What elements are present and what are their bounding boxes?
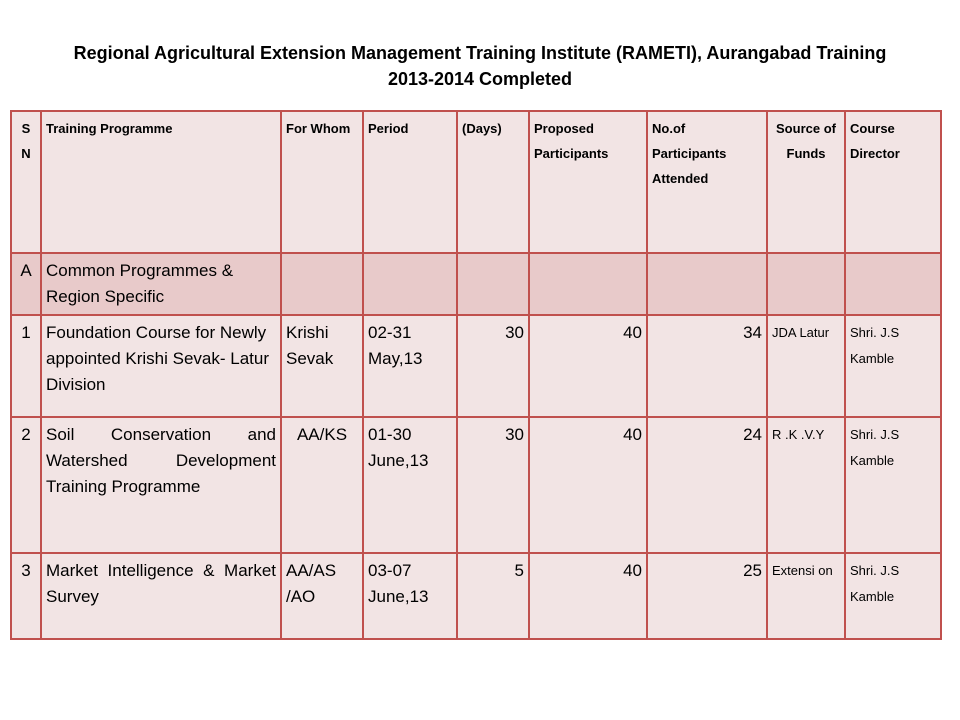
header-days: (Days)	[456, 110, 530, 254]
row-attended: 34	[646, 314, 768, 418]
table-row: 1 Foundation Course for Newly appointed …	[10, 314, 942, 418]
row-sn: 2	[10, 416, 42, 554]
row-attended: 25	[646, 552, 768, 640]
row-director: Shri. J.S Kamble	[844, 416, 942, 554]
row-proposed: 40	[528, 314, 648, 418]
row-days: 5	[456, 552, 530, 640]
table-row: 2 Soil Conservation and Watershed Develo…	[10, 416, 942, 554]
title-line-2: 2013-2014 Completed	[387, 69, 573, 89]
header-sn: S N	[10, 110, 42, 254]
row-period: 02-31 May,13	[362, 314, 458, 418]
row-period: 03-07 June,13	[362, 552, 458, 640]
training-table: S N Training Programme For Whom Period (…	[10, 110, 942, 640]
empty-cell	[844, 252, 942, 316]
row-days: 30	[456, 314, 530, 418]
row-director: Shri. J.S Kamble	[844, 314, 942, 418]
row-period: 01-30 June,13	[362, 416, 458, 554]
row-attended: 24	[646, 416, 768, 554]
header-row: S N Training Programme For Whom Period (…	[10, 110, 942, 254]
header-period: Period	[362, 110, 458, 254]
row-sn: 1	[10, 314, 42, 418]
row-funds: R .K .V.Y	[766, 416, 846, 554]
header-director: Course Director	[844, 110, 942, 254]
section-row: A Common Programmes & Region Specific	[10, 252, 942, 316]
header-proposed: Proposed Participants	[528, 110, 648, 254]
row-days: 30	[456, 416, 530, 554]
empty-cell	[528, 252, 648, 316]
row-programme: Soil Conservation and Watershed Developm…	[40, 416, 282, 554]
row-director: Shri. J.S Kamble	[844, 552, 942, 640]
empty-cell	[280, 252, 364, 316]
row-funds: Extensi on	[766, 552, 846, 640]
page-title: Regional Agricultural Extension Manageme…	[0, 40, 960, 92]
section-sn: A	[10, 252, 42, 316]
row-programme: Market Intelligence & Market Survey	[40, 552, 282, 640]
row-proposed: 40	[528, 552, 648, 640]
row-funds: JDA Latur	[766, 314, 846, 418]
header-attended: No.of Participants Attended	[646, 110, 768, 254]
empty-cell	[766, 252, 846, 316]
title-line-1: Regional Agricultural Extension Manageme…	[73, 43, 887, 63]
row-programme: Foundation Course for Newly appointed Kr…	[40, 314, 282, 418]
empty-cell	[362, 252, 458, 316]
row-sn: 3	[10, 552, 42, 640]
header-for-whom: For Whom	[280, 110, 364, 254]
row-for-whom: Krishi Sevak	[280, 314, 364, 418]
empty-cell	[646, 252, 768, 316]
section-title: Common Programmes & Region Specific	[40, 252, 282, 316]
row-proposed: 40	[528, 416, 648, 554]
header-funds: Source of Funds	[766, 110, 846, 254]
header-programme: Training Programme	[40, 110, 282, 254]
row-for-whom: AA/KS	[280, 416, 364, 554]
table-row: 3 Market Intelligence & Market Survey AA…	[10, 552, 942, 640]
empty-cell	[456, 252, 530, 316]
row-for-whom: AA/AS /AO	[280, 552, 364, 640]
